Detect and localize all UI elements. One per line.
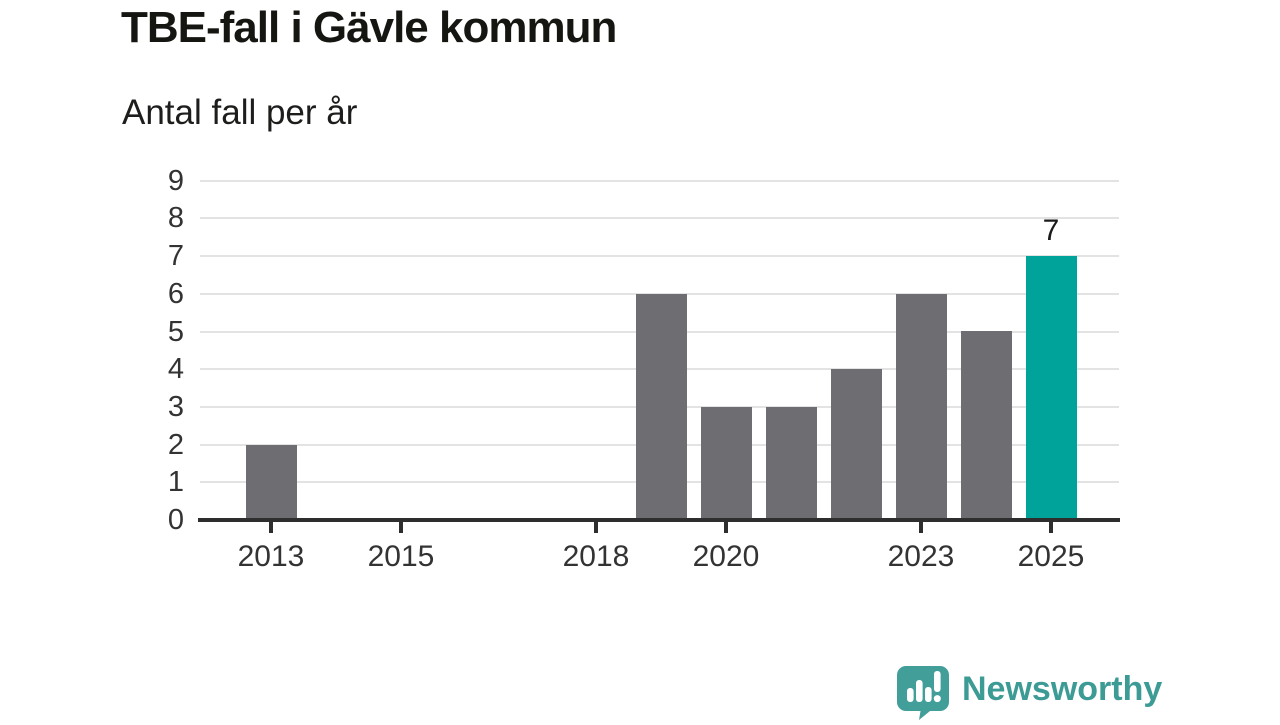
y-axis-tick-label: 4 (167, 353, 184, 385)
x-axis-tick-label: 2013 (237, 540, 305, 573)
x-axis-tick (919, 522, 923, 533)
x-axis-tick (1049, 522, 1053, 533)
x-axis-tick (269, 522, 273, 533)
x-axis-tick (399, 522, 403, 533)
brand-name: Newsworthy (962, 670, 1163, 708)
x-axis-tick-label: 2025 (1017, 540, 1085, 573)
bar-2013 (246, 445, 297, 520)
y-axis-tick-label: 7 (167, 240, 184, 272)
x-axis-tick (594, 522, 598, 533)
x-axis-tick-label: 2020 (692, 540, 760, 573)
x-axis-tick-label: 2015 (367, 540, 435, 573)
x-axis-tick-label: 2023 (887, 540, 955, 573)
chart-title: TBE-fall i Gävle kommun (121, 3, 617, 52)
bar-2025 (1026, 256, 1077, 520)
y-axis-tick-label: 9 (167, 165, 184, 197)
chart-subtitle: Antal fall per år (122, 93, 358, 132)
bar-2019 (636, 294, 687, 520)
x-axis-line (198, 518, 1120, 522)
y-axis-tick-label: 0 (167, 504, 184, 536)
bar-2022 (831, 369, 882, 520)
y-axis-tick-label: 3 (167, 391, 184, 423)
bar-2024 (961, 331, 1012, 520)
x-axis-tick (724, 522, 728, 533)
y-axis-tick-label: 2 (167, 429, 184, 461)
gridline (200, 255, 1119, 257)
newsworthy-logo-icon (897, 663, 953, 725)
bar-2020 (701, 407, 752, 520)
y-axis-tick-label: 5 (167, 316, 184, 348)
brand-footer: Newsworthy (897, 663, 1162, 720)
y-axis-tick-label: 6 (167, 278, 184, 310)
y-axis-tick-label: 1 (167, 466, 184, 498)
gridline (200, 217, 1119, 219)
bar-2021 (766, 407, 817, 520)
x-axis-tick-label: 2018 (562, 540, 630, 573)
bar-2023 (896, 294, 947, 520)
highlight-bar-value-label: 7 (1042, 214, 1060, 247)
y-axis-tick-label: 8 (167, 202, 184, 234)
gridline (200, 180, 1119, 182)
